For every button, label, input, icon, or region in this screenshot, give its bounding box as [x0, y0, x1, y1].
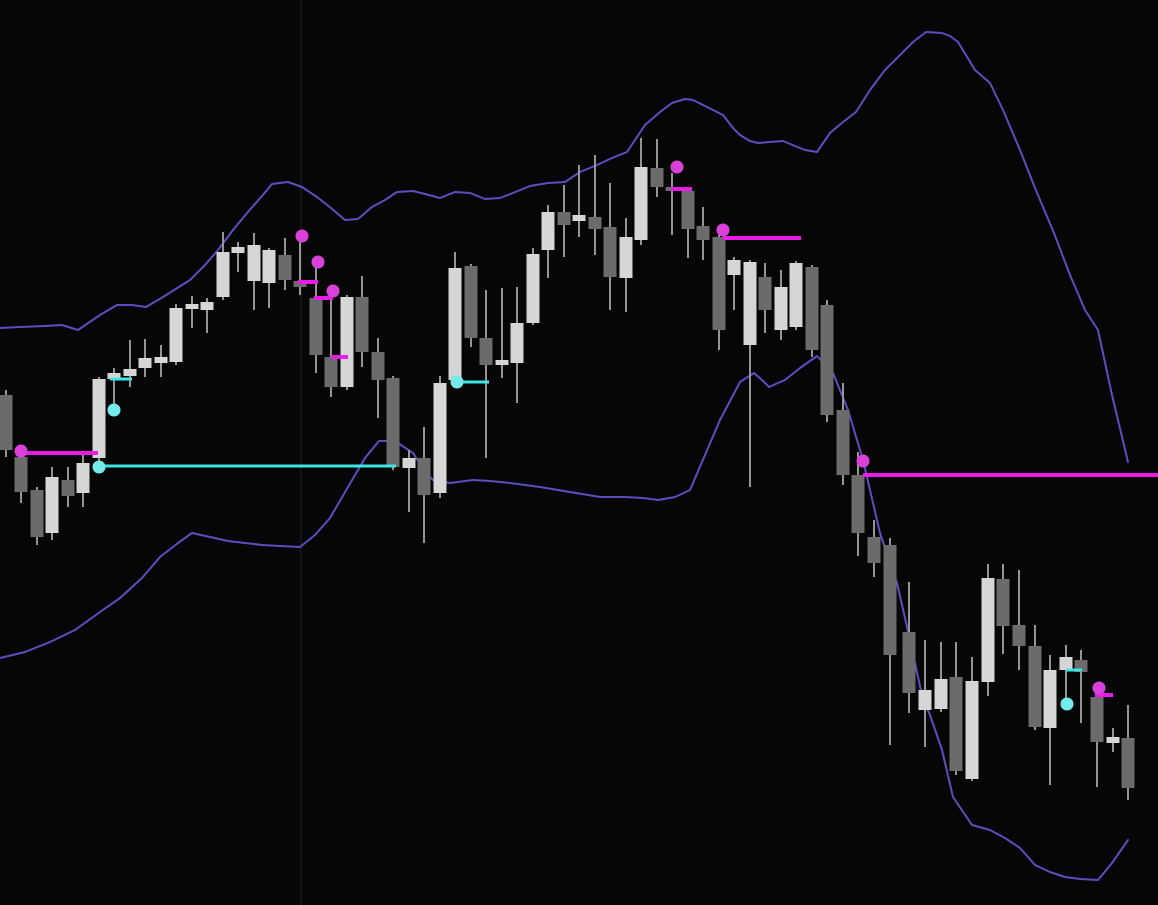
candle-body-bull	[526, 254, 540, 323]
sell-signal-dot	[716, 223, 730, 237]
buy-signal-dot	[450, 375, 464, 389]
candle-body-bull	[541, 212, 555, 250]
candle-body-bear	[278, 255, 292, 280]
candle-body-bear	[867, 537, 881, 563]
candle-body-bear	[0, 395, 13, 450]
candle-body-bear	[1090, 697, 1104, 742]
candle-body-bear	[588, 217, 602, 229]
candle-body-bull	[774, 287, 788, 330]
candle-body-bear	[712, 237, 726, 330]
candle-body-bear	[820, 305, 834, 415]
candle-body-bear	[851, 475, 865, 533]
candle-body-bull	[965, 681, 979, 779]
candle-body-bear	[902, 632, 916, 693]
candle-body-bull	[433, 383, 447, 493]
candle-body-bull	[123, 369, 137, 376]
sell-signal-dot	[326, 284, 340, 298]
sell-signal-dot	[14, 444, 28, 458]
candle-body-bear	[61, 480, 75, 496]
candle-body-bull	[1059, 657, 1073, 670]
buy-signal-dot	[1060, 697, 1074, 711]
candle-body-bull	[934, 679, 948, 709]
candle-body-bull	[216, 252, 230, 297]
candle-body-bull	[743, 262, 757, 345]
candle-body-bull	[340, 297, 354, 387]
candle-body-bull	[76, 463, 90, 493]
candle-body-bull	[634, 167, 648, 240]
candle-body-bear	[650, 168, 664, 187]
candle-body-bear	[309, 298, 323, 355]
sell-signal-dot	[295, 229, 309, 243]
candle-body-bull	[92, 379, 106, 458]
lower-bollinger-band	[0, 355, 1129, 881]
candle-body-bull	[45, 477, 59, 533]
candle-body-bear	[324, 357, 338, 387]
candle-body-bear	[805, 267, 819, 350]
candle-body-bear	[1012, 625, 1026, 646]
candle-body-bull	[231, 247, 245, 253]
candle-body-bull	[402, 458, 416, 468]
candle-body-bear	[758, 277, 772, 310]
candle-body-bull	[169, 308, 183, 362]
candle-body-bull	[727, 260, 741, 275]
candle-body-bull	[185, 304, 199, 309]
upper-bollinger-band	[0, 31, 1129, 463]
candle-body-bear	[464, 266, 478, 338]
candle-body-bear	[557, 212, 571, 225]
candle-body-bear	[603, 227, 617, 277]
candle-body-bull	[247, 245, 261, 281]
candle-body-bear	[479, 338, 493, 365]
candle-body-bull	[1106, 737, 1120, 743]
sell-signal-dot	[311, 255, 325, 269]
candle-body-bull	[572, 215, 586, 221]
candle-body-bear	[696, 226, 710, 240]
candle-body-bull	[448, 268, 462, 380]
candle-body-bear	[371, 352, 385, 380]
candle-body-bear	[30, 490, 44, 537]
candle-body-bull	[1043, 670, 1057, 728]
candle-body-bull	[200, 302, 214, 310]
sell-signal-dot	[670, 160, 684, 174]
candle-body-bear	[1121, 738, 1135, 788]
candle-body-bear	[949, 677, 963, 771]
candle-body-bull	[981, 578, 995, 682]
candle-body-bear	[996, 579, 1010, 626]
candle-body-bear	[681, 191, 695, 229]
candle-body-bear	[1028, 646, 1042, 727]
sell-signal-dot	[856, 454, 870, 468]
candle-body-bull	[154, 357, 168, 363]
candle-body-bull	[262, 250, 276, 283]
buy-signal-dot	[92, 460, 106, 474]
candle-body-bear	[14, 457, 28, 492]
candle-body-bull	[619, 237, 633, 278]
candle-body-bull	[510, 323, 524, 363]
buy-signal-dot	[107, 403, 121, 417]
candle-body-bull	[918, 690, 932, 710]
candle-body-bear	[836, 410, 850, 475]
candle-body-bear	[355, 297, 369, 352]
candle-body-bear	[386, 378, 400, 467]
candle-body-bull	[495, 360, 509, 365]
candle-body-bear	[883, 545, 897, 655]
candle-body-bull	[138, 358, 152, 368]
candle-body-bull	[789, 263, 803, 327]
candle-body-bull	[107, 373, 121, 379]
candle-body-bear	[417, 458, 431, 495]
sell-signal-dot	[1092, 681, 1106, 695]
